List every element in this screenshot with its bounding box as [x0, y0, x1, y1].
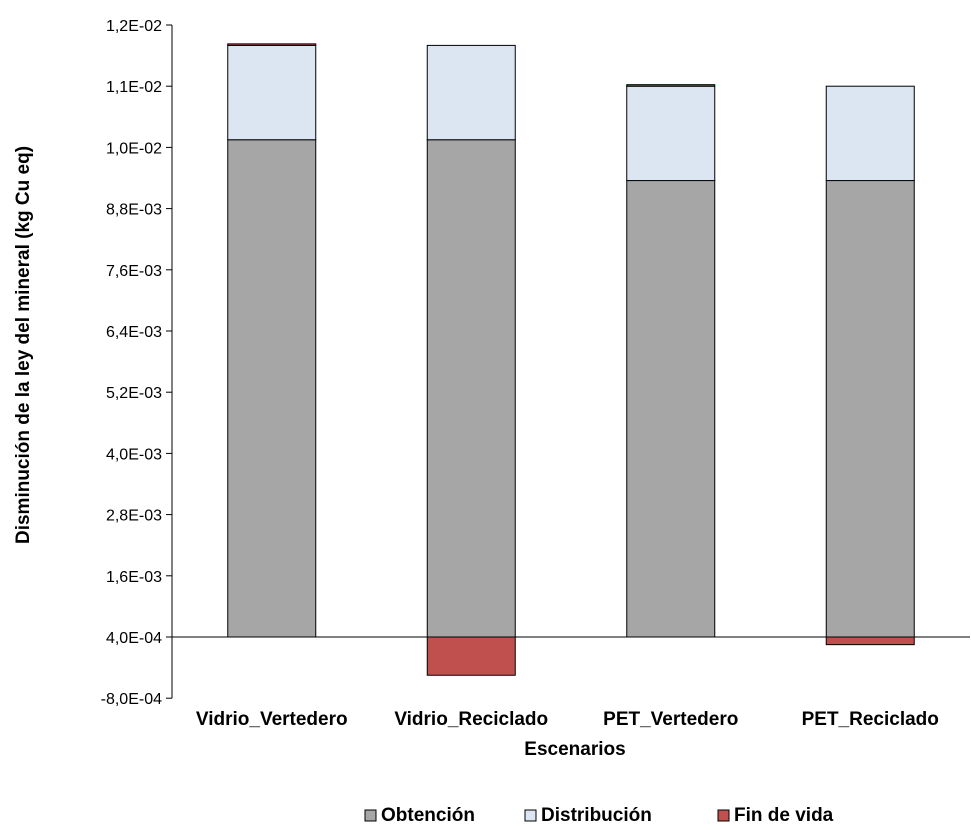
bar-segment — [227, 139, 317, 638]
legend: Obtención Distribución Fin de vida — [364, 805, 834, 826]
y-tick-label: 4,0E-03 — [106, 446, 162, 463]
bar-segment — [825, 636, 915, 646]
y-tick-label: 1,0E-02 — [106, 140, 162, 157]
bar-segment — [825, 180, 915, 638]
legend-label: Fin de vida — [734, 805, 834, 826]
legend-swatch — [364, 809, 377, 822]
x-category-label: PET_Vertedero — [603, 709, 738, 730]
y-tick-label: 1,6E-03 — [106, 569, 162, 586]
x-category-label: Vidrio_Vertedero — [196, 709, 348, 730]
y-tick-label: 1,2E-02 — [106, 18, 162, 35]
bar-segment — [626, 84, 716, 87]
y-tick-label: -8,0E-04 — [101, 691, 162, 708]
y-axis-title: Disminución de la ley del mineral (kg Cu… — [13, 146, 34, 544]
y-tick-label: 1,1E-02 — [106, 79, 162, 96]
bar-segment — [227, 43, 317, 46]
bar-segment — [626, 85, 716, 182]
bar-segment — [426, 636, 516, 676]
bar-segment — [825, 85, 915, 182]
y-axis-ticks: 1,2E-02 1,1E-02 1,0E-02 8,8E-03 7,6E-03 6,4E-… — [101, 18, 172, 708]
x-category-label: Vidrio_Reciclado — [394, 709, 548, 730]
bar-segment — [426, 139, 516, 638]
x-axis-title: Escenarios — [524, 739, 625, 760]
bar-segment — [426, 44, 516, 141]
legend-swatch — [717, 809, 730, 822]
bar-segment — [626, 180, 716, 638]
legend-label: Distribución — [541, 805, 652, 826]
y-tick-label: 7,6E-03 — [106, 263, 162, 280]
x-axis-labels: Vidrio_Vertedero Vidrio_Reciclado PET_Vert… — [196, 709, 939, 730]
y-tick-label: 5,2E-03 — [106, 385, 162, 402]
legend-label: Obtención — [381, 805, 475, 826]
x-category-label: PET_Reciclado — [802, 709, 939, 730]
bar-segment — [227, 44, 317, 141]
y-tick-label: 2,8E-03 — [106, 508, 162, 525]
y-tick-label: 6,4E-03 — [106, 324, 162, 341]
y-tick-label: 4,0E-04 — [106, 630, 162, 647]
legend-swatch — [524, 809, 537, 822]
y-tick-label: 8,8E-03 — [106, 202, 162, 219]
bars — [227, 43, 915, 676]
